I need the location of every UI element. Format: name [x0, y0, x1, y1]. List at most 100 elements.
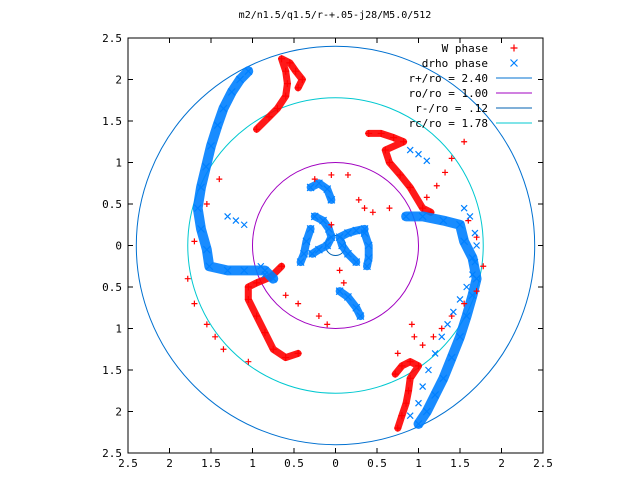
- point-layer: [184, 138, 487, 420]
- cluster-0-point-4-stroke: [278, 55, 286, 63]
- cluster-5-point-10-stroke: [460, 237, 469, 246]
- plot-frame: [127, 37, 544, 454]
- cluster-0-point-10-stroke: [253, 125, 261, 133]
- cluster-5-point-1-stroke: [422, 407, 431, 416]
- cluster-3-point-2: [402, 399, 410, 407]
- series-0-point-27: [394, 350, 401, 357]
- cluster-layer: [192, 55, 482, 432]
- series-0-point-27-stroke: [394, 350, 401, 357]
- legend-label-1: drho phase: [422, 57, 488, 70]
- cluster-1-point-7-stroke: [269, 345, 277, 353]
- legend-swatch-1: [510, 59, 518, 67]
- cluster-1-point-2: [253, 279, 261, 287]
- series-0-point-18-stroke: [216, 176, 223, 183]
- series-0-point-14: [386, 205, 393, 212]
- cluster-band-6: [306, 179, 336, 204]
- series-0-point-26-stroke: [245, 358, 252, 365]
- cluster-0-point-7-stroke: [282, 92, 290, 100]
- cluster-5-point-13-stroke: [418, 212, 427, 221]
- cluster-2-point-3-stroke: [400, 138, 408, 146]
- cluster-4-point-8: [193, 204, 202, 213]
- series-1-point-7-stroke: [261, 271, 269, 278]
- series-1-point-17: [444, 320, 451, 328]
- cluster-8-point-4-stroke: [323, 241, 332, 250]
- series-1-point-1-stroke: [415, 150, 422, 158]
- series-1-point-8-stroke: [460, 204, 468, 212]
- cluster-2-point-2-stroke: [390, 134, 398, 142]
- y-tick-label-2: 1.5: [102, 115, 122, 128]
- cluster-3-point-4-stroke: [406, 374, 414, 382]
- cluster-0-point-3-stroke: [286, 59, 294, 67]
- cluster-4-point-5-stroke: [207, 141, 215, 150]
- series-0-point-4-stroke: [423, 194, 430, 201]
- cluster-1-point-9: [294, 349, 302, 357]
- cluster-4-point-7-stroke: [197, 183, 205, 192]
- y-tick-label-0: 2.5: [102, 32, 122, 45]
- series-0-point-18: [216, 176, 223, 183]
- cluster-4-point-3: [219, 104, 228, 113]
- cluster-3-point-3: [405, 387, 413, 395]
- series-1-point-5: [224, 213, 232, 220]
- series-0-point-22-stroke: [191, 300, 198, 307]
- cluster-9-point-5: [352, 226, 361, 235]
- cluster-1-point-3-stroke: [244, 283, 252, 291]
- series-1-point-7: [261, 271, 269, 278]
- legend-swatch-1-stroke: [510, 59, 518, 67]
- series-1-point-4-stroke: [232, 217, 240, 225]
- cluster-3-point-7-stroke: [398, 362, 406, 370]
- y-tick-label-5: 0: [115, 240, 122, 253]
- legend-label-4: r-/ro = .12: [415, 102, 488, 115]
- cluster-9-point-4: [344, 229, 352, 237]
- cluster-1-point-5-stroke: [253, 312, 261, 320]
- legend: W phase drho phase r+/ro = 2.40 ro/ro = 1.0…: [409, 42, 532, 130]
- cluster-5-point-4-stroke: [447, 353, 456, 362]
- cluster-0-point-0-stroke: [294, 84, 302, 92]
- cluster-10-point-2-stroke: [300, 249, 308, 258]
- cluster-5-point-4: [447, 353, 456, 362]
- cluster-1-point-0-stroke: [278, 262, 286, 270]
- legend-label-2: r+/ro = 2.40: [409, 72, 488, 85]
- cluster-7-point-3: [356, 312, 365, 320]
- cluster-0-point-8: [273, 105, 281, 113]
- x-tick-label-8: 1.5: [450, 457, 470, 470]
- series-0-point-34-stroke: [311, 176, 318, 183]
- series-1-point-19-stroke: [431, 349, 439, 357]
- series-1-point-19: [431, 349, 439, 357]
- cluster-7-point-2-stroke: [352, 303, 361, 312]
- cluster-5-point-3-stroke: [439, 374, 448, 383]
- series-1-point-15-stroke: [456, 296, 464, 303]
- series-0-point-8-stroke: [473, 288, 480, 295]
- cluster-10-point-2: [300, 249, 308, 258]
- y-tick-label-8: 1.5: [102, 364, 122, 377]
- cluster-9-point-3-stroke: [335, 233, 344, 242]
- series-1-point-12-stroke: [471, 258, 479, 266]
- series-1-point-8: [460, 204, 468, 212]
- cluster-3-point-2-stroke: [402, 399, 410, 407]
- cluster-1-point-8: [282, 354, 290, 362]
- series-0-point-7-stroke: [480, 263, 487, 270]
- cluster-4-point-15-stroke: [269, 274, 278, 283]
- series-0-point-15: [369, 209, 376, 216]
- circle-series-5: [187, 97, 484, 394]
- cluster-8-point-4: [323, 241, 332, 250]
- cluster-8-point-5-stroke: [314, 245, 323, 254]
- series-0-point-9: [461, 300, 468, 307]
- cluster-2-point-4-stroke: [381, 146, 389, 154]
- series-1-point-20: [425, 366, 432, 374]
- cluster-band-11: [360, 229, 373, 271]
- cluster-5-point-3: [439, 374, 448, 383]
- y-tick-label-1: 2: [115, 74, 122, 87]
- cluster-1-point-4: [244, 295, 252, 303]
- series-1-point-12: [471, 258, 479, 266]
- series-0-point-33-stroke: [282, 292, 289, 299]
- series-0-point-17-stroke: [355, 196, 362, 203]
- series-0-point-13: [419, 342, 426, 349]
- cluster-4-point-10-stroke: [202, 245, 211, 254]
- cluster-8-point-1-stroke: [319, 216, 327, 225]
- series-0-point-33: [282, 292, 289, 299]
- cluster-11-point-0: [360, 229, 369, 237]
- cluster-2-point-4: [381, 146, 389, 154]
- cluster-4-point-2: [227, 88, 236, 96]
- series-0-point-32-stroke: [295, 300, 302, 307]
- cluster-7-point-1: [344, 293, 352, 301]
